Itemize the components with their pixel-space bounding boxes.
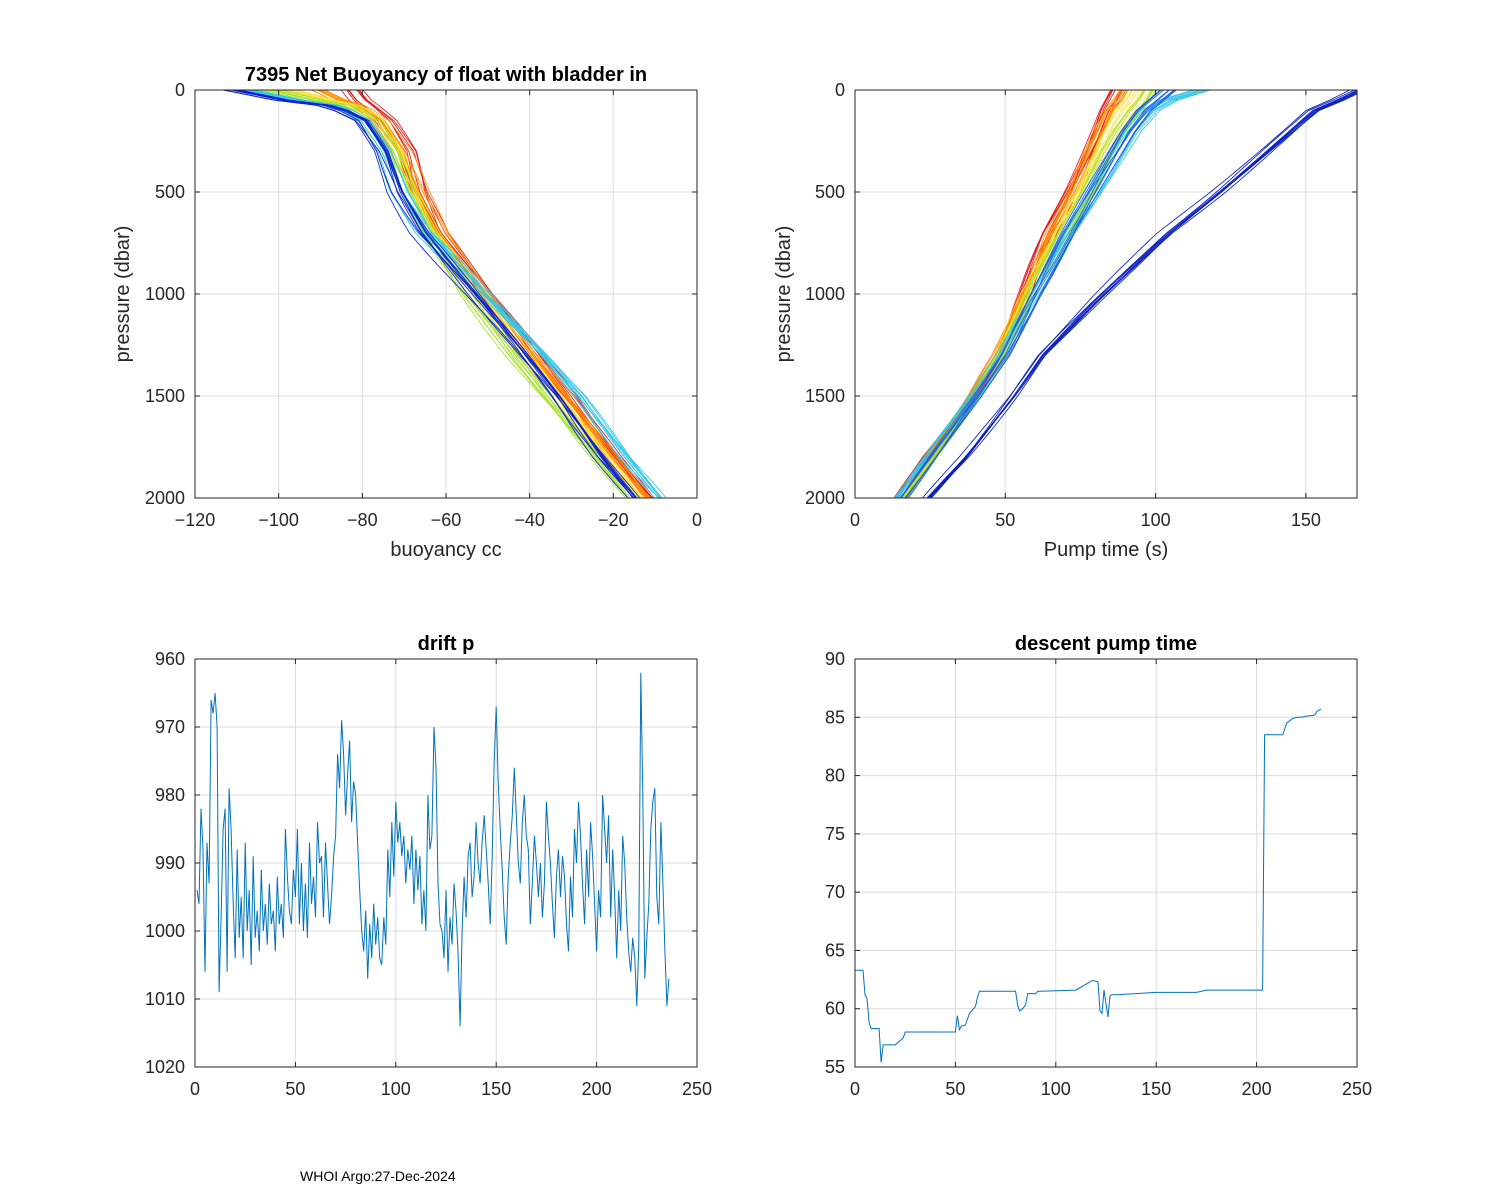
buoyancy-ytick-label-2: 1000	[145, 284, 185, 304]
pump-ytick-label-3: 1500	[805, 386, 845, 406]
descent-pump-time-panel: 0 50 100 150 200 250 55 60 65 70 75 80 85 90 descent …	[825, 633, 1372, 1099]
pump-profile-5-3	[905, 90, 1176, 498]
descent-axes-frame	[854, 658, 1358, 1068]
descent-xtick-label-2: 100	[1041, 1079, 1071, 1099]
descent-ytick-label-3: 70	[825, 882, 845, 902]
descent-ytick-label-1: 60	[825, 999, 845, 1019]
drift-ytick-label-6: 1020	[145, 1057, 185, 1077]
buoyancy-ytick-label-0: 0	[175, 80, 185, 100]
descent-ytick-label-5: 80	[825, 766, 845, 786]
descent-ytick-label-6: 85	[825, 707, 845, 727]
buoyancy-series-group	[222, 90, 667, 498]
drift-ytick-label-2: 980	[155, 785, 185, 805]
pump-profile-3-4	[902, 90, 1145, 498]
pump-xlabel: Pump time (s)	[1044, 539, 1168, 561]
drift-ytick-label-1: 970	[155, 717, 185, 737]
pump-profile-6-5	[928, 92, 1357, 498]
buoyancy-profile-5-5	[224, 90, 634, 498]
drift-series-group	[196, 672, 670, 1027]
buoyancy-profile-5-6	[238, 90, 641, 498]
descent-xtick-label-4: 200	[1242, 1079, 1272, 1099]
descent-series-group	[855, 708, 1322, 1063]
buoyancy-xtick-label-4: −40	[514, 510, 545, 530]
pump-xtick-label-2: 100	[1141, 510, 1171, 530]
pump-xtick-label-3: 150	[1291, 510, 1321, 530]
descent-ytick-label-4: 75	[825, 824, 845, 844]
pump-profile-6-4	[928, 90, 1355, 498]
descent-xtick-label-5: 250	[1342, 1079, 1372, 1099]
drift-xtick-label-3: 150	[481, 1079, 511, 1099]
buoyancy-xtick-label-0: −120	[175, 510, 216, 530]
buoyancy-xtick-label-6: 0	[692, 510, 702, 530]
drift-xtick-label-2: 100	[381, 1079, 411, 1099]
footer-credit: WHOI Argo:27-Dec-2024	[300, 1168, 456, 1184]
buoyancy-profile-3-4	[269, 90, 627, 498]
buoyancy-ytick-label-3: 1500	[145, 386, 185, 406]
buoyancy-profile-4-1	[243, 90, 659, 498]
buoyancy-profile-4-6	[252, 90, 667, 498]
descent-ytick-label-7: 90	[825, 649, 845, 669]
buoyancy-profile-4-4	[239, 90, 655, 498]
drift-ytick-label-5: 1010	[145, 989, 185, 1009]
descent-xtick-label-3: 150	[1141, 1079, 1171, 1099]
buoyancy-title: 7395 Net Buoyancy of float with bladder …	[245, 64, 647, 86]
drift-xtick-label-1: 50	[285, 1079, 305, 1099]
pump-xtick-label-0: 0	[850, 510, 860, 530]
drift-plot-area: 0 50 100 150 200 250 960 970 980 990 1000 1010 1020	[145, 649, 712, 1099]
buoyancy-xtick-label-5: −20	[598, 510, 629, 530]
buoyancy-profile-3-3	[280, 90, 635, 498]
descent-title: descent pump time	[1015, 633, 1197, 655]
drift-ytick-label-4: 1000	[145, 921, 185, 941]
buoyancy-ylabel: pressure (dbar)	[112, 226, 134, 363]
buoyancy-panel: −120 −100 −80 −60 −40 −20 0 0 500 1000 1500 2000 73…	[112, 64, 702, 561]
pump-profile-5-7	[904, 90, 1165, 498]
pump-ylabel: pressure (dbar)	[773, 226, 795, 363]
pump-ytick-label-1: 500	[815, 182, 845, 202]
drift-xtick-label-0: 0	[190, 1079, 200, 1099]
pump-ytick-label-4: 2000	[805, 488, 845, 508]
pump-ytick-label-2: 1000	[805, 284, 845, 304]
buoyancy-plot-area: −120 −100 −80 −60 −40 −20 0 0 500 1000 1500 2000	[145, 80, 702, 530]
descent-plot-area: 0 50 100 150 200 250 55 60 65 70 75 80 85 90	[825, 649, 1372, 1099]
pump-series-group	[893, 90, 1357, 498]
drift-xtick-label-5: 250	[682, 1079, 712, 1099]
drift-ytick-label-3: 990	[155, 853, 185, 873]
buoyancy-ytick-label-4: 2000	[145, 488, 185, 508]
drift-series-line	[196, 672, 670, 1027]
pump-profile-5-8	[900, 90, 1161, 498]
descent-ytick-label-0: 55	[825, 1057, 845, 1077]
buoyancy-profile-3-1	[258, 90, 629, 498]
pump-profile-6-8	[927, 90, 1357, 498]
descent-xtick-label-0: 0	[850, 1079, 860, 1099]
descent-xtick-label-1: 50	[945, 1079, 965, 1099]
descent-series-line	[855, 708, 1322, 1063]
pump-profile-6-0	[922, 90, 1351, 498]
buoyancy-profile-4-3	[253, 90, 663, 498]
buoyancy-xtick-label-2: −80	[347, 510, 378, 530]
pump-ytick-label-0: 0	[835, 80, 845, 100]
descent-ytick-label-2: 65	[825, 940, 845, 960]
buoyancy-profile-5-8	[236, 90, 638, 498]
drift-xtick-label-4: 200	[582, 1079, 612, 1099]
pump-profile-5-1	[900, 90, 1170, 498]
drift-ytick-label-0: 960	[155, 649, 185, 669]
buoyancy-xtick-label-3: −60	[431, 510, 462, 530]
drift-title: drift p	[418, 633, 475, 655]
buoyancy-profile-5-7	[222, 90, 629, 498]
buoyancy-xlabel: buoyancy cc	[390, 539, 501, 561]
buoyancy-xtick-label-1: −100	[258, 510, 299, 530]
buoyancy-ytick-label-1: 500	[155, 182, 185, 202]
drift-p-panel: 0 50 100 150 200 250960970980990100010101020 …	[145, 633, 712, 1099]
pump-xtick-label-1: 50	[995, 510, 1015, 530]
